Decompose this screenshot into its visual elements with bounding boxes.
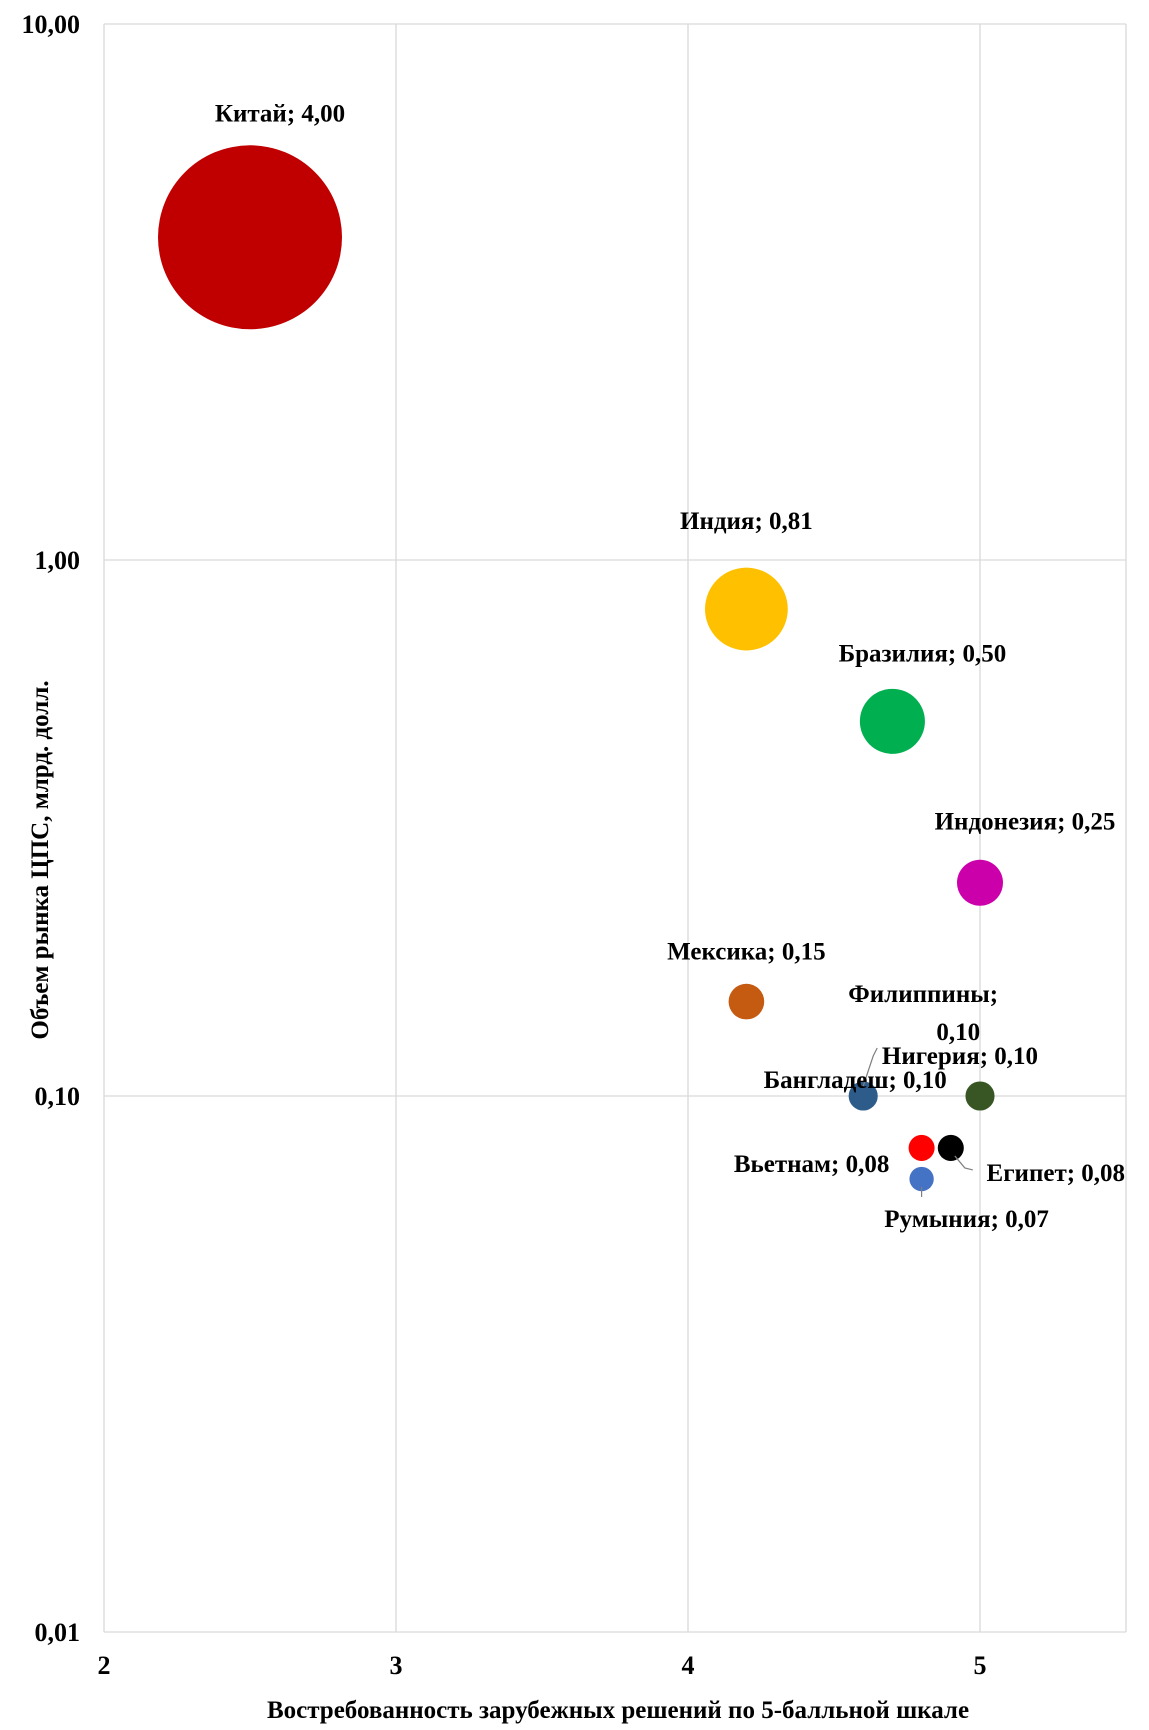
y-tick-label: 0,10 bbox=[35, 1082, 81, 1111]
data-label: Бангладеш; 0,10 bbox=[764, 1067, 947, 1094]
x-tick-label: 3 bbox=[390, 1651, 403, 1680]
bubble-point bbox=[908, 1134, 935, 1161]
data-label: Румыния; 0,07 bbox=[884, 1206, 1049, 1233]
data-label: Мексика; 0,15 bbox=[667, 939, 826, 966]
bubbles bbox=[158, 145, 1003, 1192]
data-labels: Китай; 4,00 Индия; 0,81 Бразилия; 0,50 Индо… bbox=[215, 100, 1125, 1233]
data-label: Китай; 4,00 bbox=[215, 100, 345, 127]
tick-labels: 2 3 4 5 0,01 0,10 1,00 10,00 bbox=[22, 10, 987, 1680]
y-tick-label: 1,00 bbox=[35, 546, 81, 575]
leader-line bbox=[954, 1155, 973, 1171]
gridlines bbox=[103, 23, 1127, 1633]
bubble-point bbox=[957, 859, 1003, 906]
bubble-point bbox=[158, 145, 342, 330]
bubble-point bbox=[937, 1134, 964, 1161]
bubble-point bbox=[705, 567, 788, 651]
data-label: Филиппины; 0,10 bbox=[848, 981, 998, 1046]
data-label: Вьетнам; 0,08 bbox=[734, 1151, 890, 1178]
y-tick-label: 0,01 bbox=[35, 1618, 81, 1647]
leader-line bbox=[862, 1047, 878, 1087]
data-label: Индонезия; 0,25 bbox=[935, 809, 1116, 836]
x-tick-label: 5 bbox=[974, 1651, 987, 1680]
data-label: Бразилия; 0,50 bbox=[839, 640, 1007, 667]
bubble-point bbox=[965, 1081, 995, 1111]
data-label: Египет; 0,08 bbox=[987, 1160, 1126, 1187]
data-label: Индия; 0,81 bbox=[680, 508, 813, 535]
bubble-point bbox=[909, 1166, 934, 1192]
bubble-point bbox=[728, 983, 765, 1020]
y-axis-title: Объем рынка ЦПС, млрд. долл. bbox=[27, 680, 54, 1039]
y-tick-label: 10,00 bbox=[22, 10, 81, 39]
leader-lines bbox=[862, 1047, 973, 1198]
data-label: Нигерия; 0,10 bbox=[882, 1043, 1038, 1070]
bubble-point bbox=[848, 1081, 878, 1111]
x-axis-title: Востребованность зарубежных решений по 5… bbox=[267, 1697, 969, 1724]
x-tick-label: 2 bbox=[98, 1651, 111, 1680]
bubble-point bbox=[859, 688, 925, 754]
x-tick-label: 4 bbox=[682, 1651, 695, 1680]
